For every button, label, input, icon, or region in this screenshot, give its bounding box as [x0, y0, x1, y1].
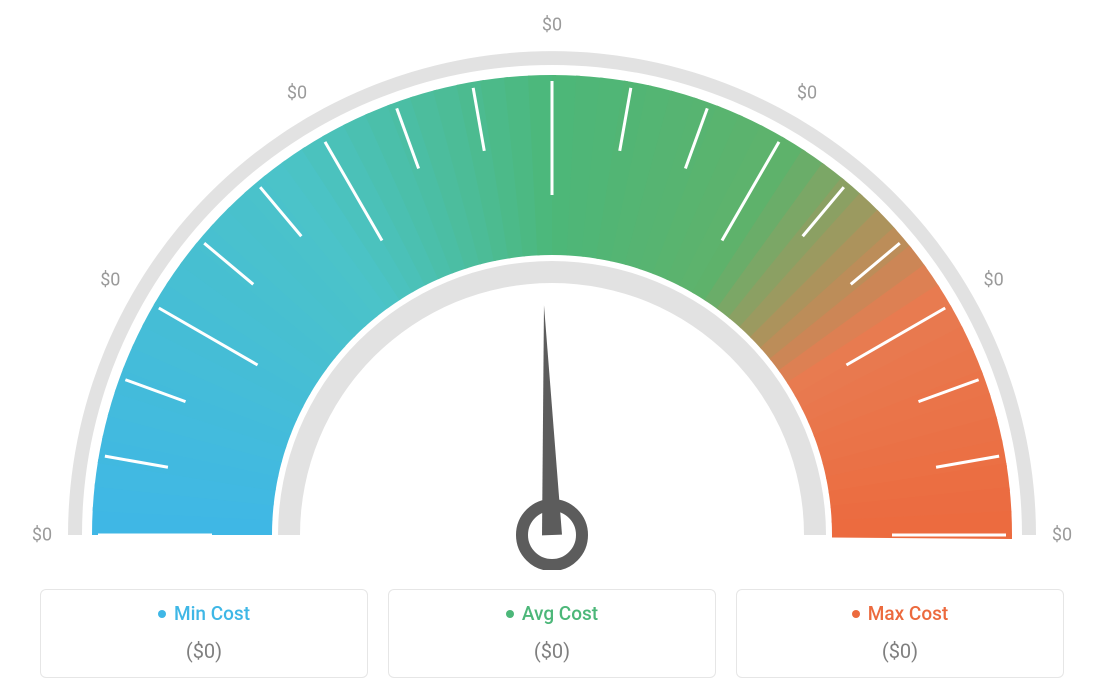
legend-dot-max [852, 610, 860, 618]
gauge-chart-container: $0 $0 $0 $0 $0 $0 $0 Min Cost ($0) Avg Cost ($… [0, 0, 1104, 690]
gauge-area: $0 $0 $0 $0 $0 $0 $0 [0, 0, 1104, 560]
legend-text-max: Max Cost [868, 602, 948, 625]
scale-label: $0 [797, 83, 817, 104]
gauge-svg [0, 10, 1104, 570]
legend-value-max: ($0) [747, 639, 1053, 663]
scale-label: $0 [984, 270, 1004, 291]
scale-label: $0 [287, 83, 307, 104]
legend-item-min: Min Cost ($0) [40, 589, 368, 678]
legend-label-avg: Avg Cost [506, 602, 598, 625]
legend-item-avg: Avg Cost ($0) [388, 589, 716, 678]
scale-label: $0 [542, 15, 562, 36]
legend-label-min: Min Cost [158, 602, 250, 625]
scale-label: $0 [32, 525, 52, 546]
legend-value-min: ($0) [51, 639, 357, 663]
legend-dot-avg [506, 610, 514, 618]
legend-text-avg: Avg Cost [522, 602, 598, 625]
legend-value-avg: ($0) [399, 639, 705, 663]
legend-item-max: Max Cost ($0) [736, 589, 1064, 678]
scale-label: $0 [1052, 525, 1072, 546]
legend-text-min: Min Cost [174, 602, 250, 625]
scale-label: $0 [100, 270, 120, 291]
legend-row: Min Cost ($0) Avg Cost ($0) Max Cost ($0… [40, 589, 1064, 678]
legend-dot-min [158, 610, 166, 618]
legend-label-max: Max Cost [852, 602, 948, 625]
